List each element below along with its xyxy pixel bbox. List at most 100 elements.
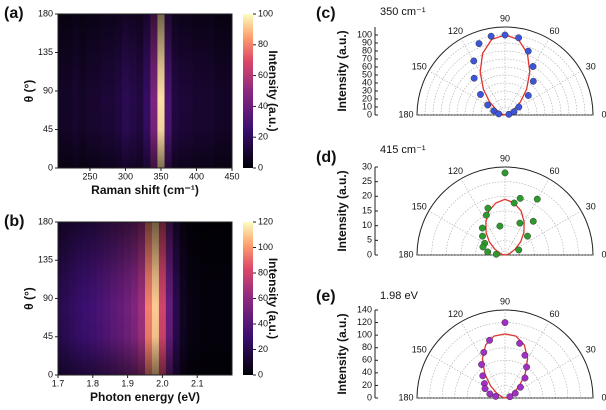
data-point [479, 232, 486, 240]
y-tick-label: 40 [362, 367, 372, 377]
colorbar-label: Intensity (a.u.) [266, 50, 280, 131]
panel-label: (e) [316, 288, 336, 305]
data-point [492, 392, 500, 400]
x-tick-label: 300 [118, 171, 133, 181]
data-point [470, 74, 478, 82]
data-point [521, 374, 529, 382]
data-point [515, 34, 523, 42]
data-point [501, 169, 509, 177]
angle-tick-label: 60 [549, 26, 559, 36]
y-tick-label: 90 [362, 37, 372, 47]
y-tick-label: 180 [38, 216, 53, 226]
annotation: 1.98 eV [380, 290, 419, 302]
y-tick-label: 100 [357, 330, 372, 340]
data-point [484, 101, 492, 109]
fit-curve [485, 198, 525, 256]
x-tick-label: 2.1 [191, 378, 204, 388]
y-axis-label: θ (°) [22, 287, 36, 310]
x-tick-label: 1.7 [52, 378, 65, 388]
angle-grid-line [460, 38, 506, 116]
data-point [490, 107, 498, 115]
y-tick-label: 90 [43, 85, 53, 95]
colorbar-label: Intensity (a.u.) [266, 258, 280, 339]
x-tick-label: 400 [189, 171, 204, 181]
angle-shading [58, 14, 232, 168]
data-point [529, 77, 537, 85]
heatmap-cells [58, 222, 232, 375]
y-tick-label: 135 [38, 255, 53, 265]
data-point [511, 389, 519, 397]
radial-grid-arc [424, 34, 586, 116]
y-axis-label: Intensity (a.u.) [335, 30, 349, 111]
data-point [487, 32, 495, 40]
angle-grid-line [504, 321, 550, 399]
colorbar-tick-label: 80 [258, 267, 268, 277]
data-point [524, 232, 531, 240]
y-tick-label: 20 [362, 380, 372, 390]
angle-tick-label: 30 [586, 344, 596, 354]
x-tick-label: 2.0 [156, 378, 169, 388]
x-tick-label: 1.8 [87, 378, 100, 388]
y-tick-label: 80 [362, 45, 372, 55]
data-point [516, 339, 524, 347]
radial-grid-arc [466, 360, 544, 399]
colorbar-tick-label: 60 [258, 70, 268, 80]
panel-label: (b) [4, 213, 24, 230]
x-axis-label: Raman shift (cm⁻¹) [91, 183, 199, 197]
x-axis-label: Photon energy (eV) [90, 390, 200, 404]
radial-grid-arc [480, 90, 530, 116]
radial-grid-arc [441, 334, 569, 399]
angle-grid-line [504, 70, 582, 116]
data-point [529, 63, 537, 70]
angle-tick-label: 120 [448, 166, 463, 176]
panel-label: (a) [4, 5, 24, 22]
angle-grid-line [428, 353, 506, 399]
angle-grid-line [460, 321, 506, 399]
y-tick-label: 30 [362, 161, 372, 171]
colorbar-tick-label: 100 [258, 242, 273, 252]
angle-grid-line [428, 70, 506, 116]
y-tick-label: 45 [43, 331, 53, 341]
data-point [516, 194, 524, 202]
y-tick-label: 0 [367, 109, 372, 119]
data-point [475, 40, 483, 47]
data-point [523, 363, 531, 371]
y-tick-label: 135 [38, 47, 53, 57]
angle-tick-label: 150 [412, 201, 427, 211]
y-tick-label: 10 [362, 220, 372, 230]
x-tick-label: 1.9 [121, 378, 134, 388]
data-point [481, 385, 489, 393]
y-tick-label: 70 [362, 53, 372, 63]
angle-grid-line [504, 38, 550, 116]
data-point [483, 211, 490, 219]
data-point [510, 199, 518, 207]
data-point [495, 110, 503, 118]
y-tick-label: 180 [38, 8, 53, 18]
y-tick-label: 120 [357, 317, 372, 327]
data-point [521, 351, 529, 359]
angle-grid-line [504, 210, 582, 256]
y-tick-label: 0 [367, 392, 372, 402]
angle-tick-label: 90 [500, 296, 510, 306]
angle-tick-label: 150 [412, 61, 427, 71]
data-point [529, 217, 537, 225]
y-tick-label: 5 [367, 235, 372, 245]
y-tick-label: 140 [357, 304, 372, 314]
y-tick-label: 90 [43, 293, 53, 303]
radial-grid-arc [432, 42, 578, 116]
y-axis-label: θ (°) [22, 80, 36, 103]
y-tick-label: 30 [362, 85, 372, 95]
y-tick-label: 0 [48, 162, 53, 172]
annotation: 415 cm⁻¹ [380, 144, 426, 156]
data-point [484, 204, 492, 212]
colorbar-tick-label: 80 [258, 39, 268, 49]
data-point [533, 195, 541, 203]
y-tick-label: 60 [362, 61, 372, 71]
data-point [501, 319, 509, 326]
angle-tick-label: 60 [549, 166, 559, 176]
x-tick-label: 250 [82, 171, 97, 181]
y-tick-label: 40 [362, 77, 372, 87]
angle-tick-label: 120 [448, 26, 463, 36]
data-point [486, 336, 493, 344]
angle-tick-label: 90 [500, 153, 510, 163]
